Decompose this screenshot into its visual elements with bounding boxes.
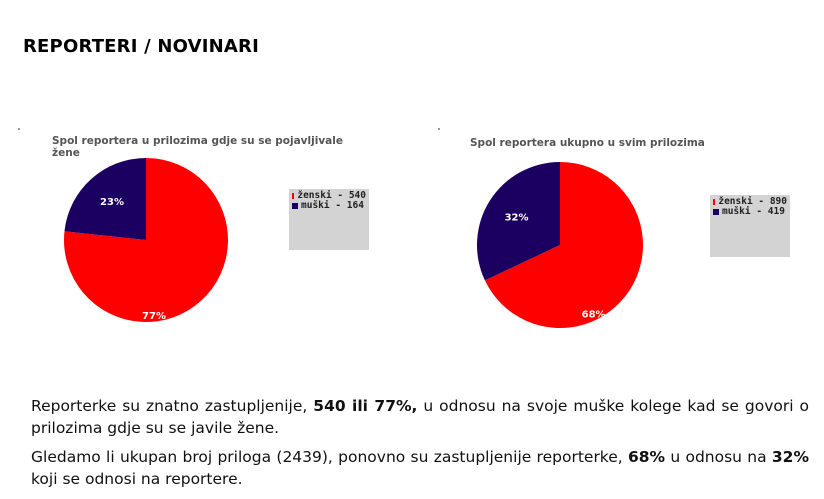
chart-corner-mark	[18, 128, 20, 130]
legend-label-male: muški - 164	[301, 200, 364, 211]
paragraph-2-highlight-female: 68%	[627, 448, 666, 466]
paragraph-1-highlight: 540 ili 77%,	[313, 397, 418, 415]
pie-slice-muki	[476, 161, 560, 281]
pie-percent-label: 32%	[505, 212, 529, 223]
paragraph-2-text-mid: u odnosu na	[665, 448, 772, 466]
legend-swatch-female	[292, 193, 295, 199]
chart-corner-mark	[438, 128, 440, 130]
legend-swatch-male	[292, 203, 298, 209]
pie-slice-muki	[64, 158, 146, 240]
paragraph-2-text-end: koji se odnosi na reportere.	[31, 470, 243, 488]
chart-1-title: Spol reportera u prilozima gdje su se po…	[52, 135, 343, 159]
paragraph-1-text: Reporterke su znatno zastupljenije,	[31, 397, 314, 415]
legend-swatch-male	[713, 209, 719, 215]
legend-swatch-female	[713, 199, 716, 205]
page-title: REPORTERI / NOVINARI	[23, 36, 260, 57]
legend-label-female: ženski - 540	[297, 190, 366, 201]
legend-label-male: muški - 419	[722, 206, 785, 217]
chart-1-legend: ženski - 540 muški - 164	[289, 189, 369, 250]
legend-item-female: ženski - 890	[713, 197, 787, 207]
legend-item-male: muški - 419	[713, 207, 787, 217]
paragraph-2-highlight-male: 32%	[771, 448, 809, 466]
pie-percent-label: 23%	[100, 197, 124, 208]
pie-slice-enski	[484, 162, 643, 328]
paragraph-2: Gledamo li ukupan broj priloga (2439), p…	[31, 446, 809, 490]
pie-percent-label: 68%	[582, 309, 606, 320]
paragraph-1-text-end: u odnosu na svoje muške kolege kad se go…	[31, 397, 809, 437]
legend-label-female: ženski - 890	[718, 196, 787, 207]
paragraph-2-text: Gledamo li ukupan broj priloga (2439), p…	[31, 448, 628, 466]
legend-item-male: muški - 164	[292, 201, 366, 211]
chart-2-legend: ženski - 890 muški - 419	[710, 195, 790, 257]
pie-percent-label: 77%	[142, 311, 166, 322]
legend-item-female: ženski - 540	[292, 191, 366, 201]
chart-2-title: Spol reportera ukupno u svim prilozima	[470, 137, 705, 149]
paragraph-1: Reporterke su znatno zastupljenije, 540 …	[31, 395, 809, 439]
